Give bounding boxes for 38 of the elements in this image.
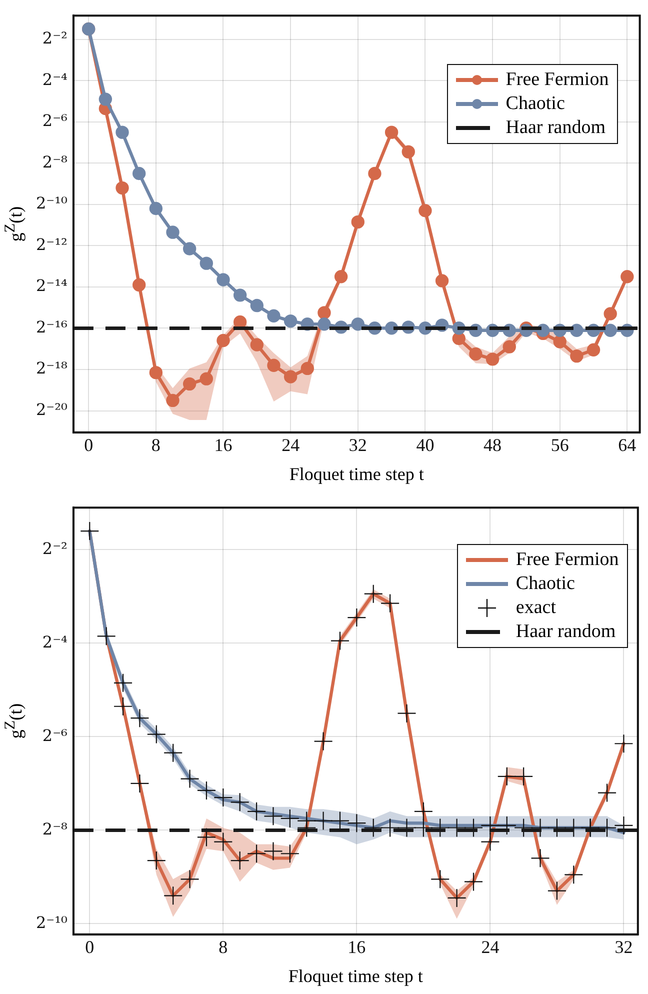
x-tick-label: 0 (85, 936, 94, 957)
y-tick-label: 2⁻¹⁴ (36, 276, 68, 296)
x-tick-label: 56 (550, 434, 569, 455)
legend-label: Chaotic (506, 92, 565, 116)
y-tick-label: 2⁻⁶ (42, 111, 68, 130)
legend-label: Free Fermion (506, 68, 609, 92)
x-tick-label: 32 (348, 434, 367, 455)
y-tick-label: 2⁻² (42, 538, 68, 558)
y-tick-label: 2⁻⁸ (42, 819, 68, 838)
legend-label: Chaotic (516, 572, 575, 596)
legend-label: Free Fermion (516, 548, 619, 572)
x-tick-label: 32 (614, 936, 633, 957)
x-tick-label: 48 (484, 434, 502, 455)
y-tick-label: 2⁻²⁰ (36, 400, 68, 419)
x-tick-label: 40 (416, 434, 434, 455)
x-tick-label: 0 (84, 434, 94, 455)
y-tick-label: 2⁻¹⁸ (36, 358, 68, 378)
x-tick-label: 24 (481, 936, 500, 957)
x-tick-label: 8 (218, 936, 228, 957)
y-tick-label: 2⁻¹⁰ (36, 194, 68, 213)
y-tick-label: 2⁻² (42, 28, 68, 48)
y-tick-label: 2⁻⁶ (42, 726, 68, 745)
x-axis-title: Floquet time step t (289, 464, 424, 485)
y-tick-label: 2⁻¹⁰ (36, 912, 68, 932)
x-tick-label: 16 (214, 434, 232, 455)
legend-label: exact (516, 596, 556, 620)
x-tick-label: 64 (618, 434, 636, 455)
legend-label: Haar random (506, 116, 606, 140)
x-tick-label: 24 (282, 434, 300, 455)
x-tick-label: 8 (151, 434, 160, 455)
y-tick-label: 2⁻⁴ (42, 632, 68, 652)
x-tick-label: 16 (348, 936, 366, 957)
y-tick-label: 2⁻⁸ (42, 152, 68, 172)
y-tick-label: 2⁻¹⁶ (36, 317, 68, 336)
legend-label: Haar random (516, 620, 616, 644)
y-tick-label: 2⁻¹² (36, 234, 68, 254)
x-axis-title: Floquet time step t (288, 966, 423, 987)
y-tick-label: 2⁻⁴ (42, 70, 68, 89)
